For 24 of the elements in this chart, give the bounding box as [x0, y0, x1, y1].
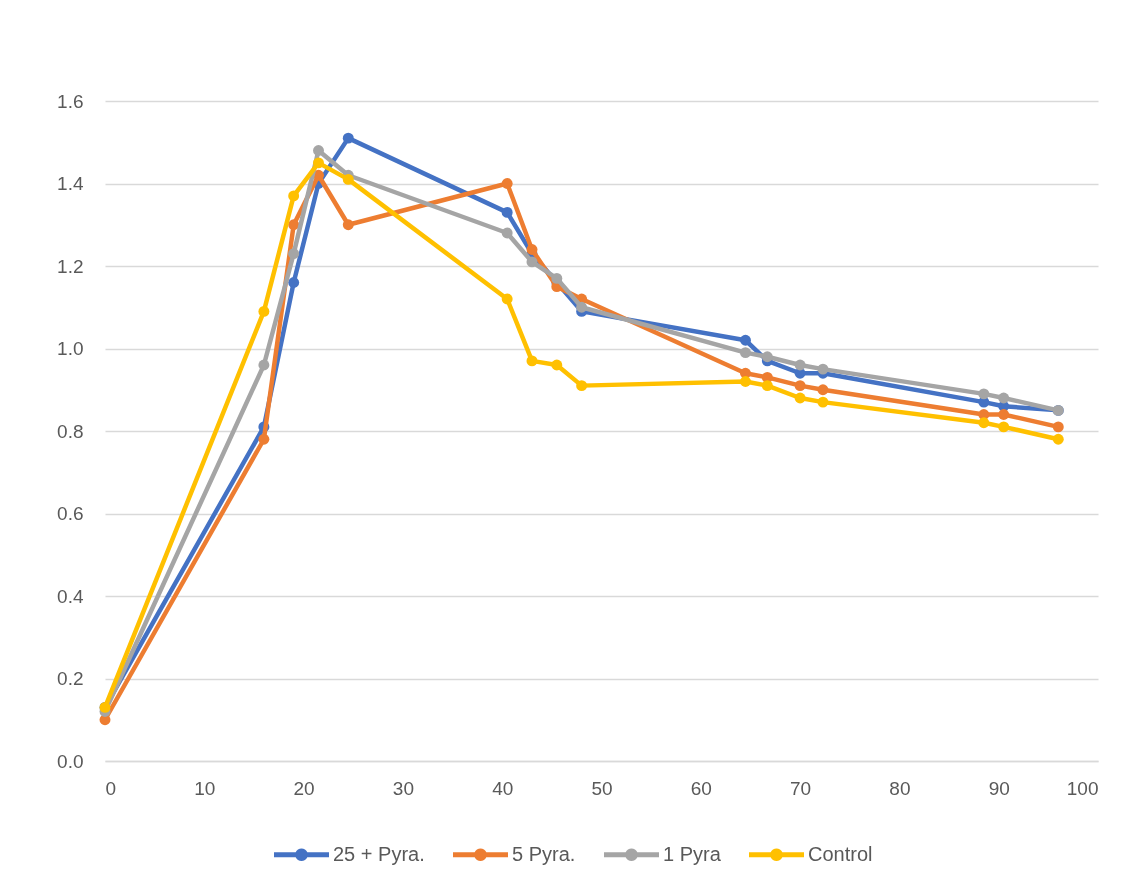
- y-tick-label: 1.0: [57, 338, 84, 359]
- x-tick-label: 50: [591, 777, 613, 799]
- y-tick-label: 1.2: [57, 255, 84, 277]
- x-tick-label: 20: [293, 777, 315, 799]
- x-tick-label: 60: [690, 777, 712, 799]
- legend-label: 5 Pyra.: [512, 842, 576, 865]
- x-tick-label: 30: [392, 777, 414, 799]
- y-tick-label: 0.4: [57, 585, 84, 607]
- y-tick-label: 1.4: [57, 173, 84, 194]
- legend-label: 25 + Pyra.: [333, 842, 425, 865]
- x-tick-label: 100: [1066, 777, 1099, 799]
- y-tick-label: 0.0: [57, 750, 84, 772]
- y-tick-label: 1.6: [57, 90, 84, 112]
- x-tick-label: 80: [889, 777, 911, 799]
- x-tick-label: 0: [105, 777, 117, 799]
- x-tick-label: 40: [492, 777, 514, 799]
- y-tick-label: 0.6: [57, 503, 84, 524]
- x-tick-label: 70: [790, 777, 812, 799]
- y-tick-label: 0.2: [57, 668, 84, 689]
- legend-label: 1 Pyra: [663, 842, 722, 865]
- y-tick-label: 0.8: [57, 420, 84, 442]
- x-tick-label: 10: [194, 777, 216, 799]
- legend-label: Control: [808, 842, 873, 865]
- x-tick-label: 90: [988, 777, 1010, 799]
